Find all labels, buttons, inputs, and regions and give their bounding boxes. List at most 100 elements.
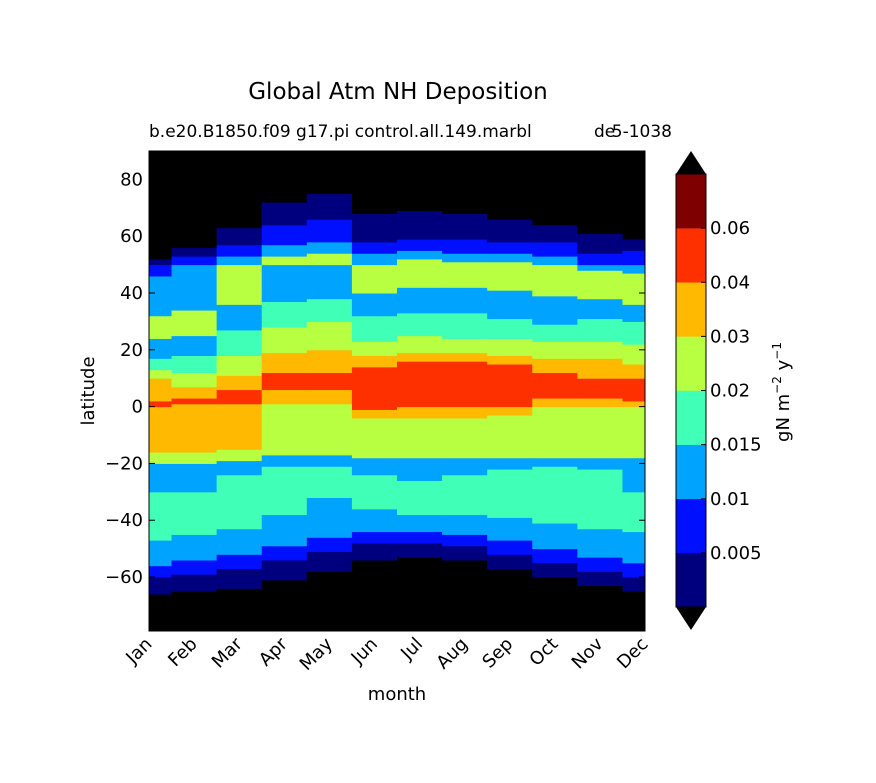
contour-band (532, 341, 578, 359)
y-tick-label: 0 (132, 397, 143, 418)
contour-band (577, 585, 623, 631)
contour-band (261, 579, 308, 631)
contour-band (216, 528, 263, 555)
contour-band (351, 315, 398, 342)
chart-subtitle-overlap: de (594, 122, 615, 142)
colorbar-segment (676, 282, 706, 337)
contour-band (442, 312, 488, 339)
contour-band (149, 565, 173, 578)
contour-band (622, 406, 645, 459)
contour-band (442, 213, 488, 240)
contour-band (171, 534, 218, 561)
colorbar-tick-label: 0.06 (710, 218, 750, 239)
contour-band (487, 540, 533, 555)
contour-band (622, 400, 645, 408)
contour-band (532, 577, 578, 631)
colorbar-segment (676, 498, 706, 554)
contour-band (261, 389, 308, 405)
colorbar-label-base: gN m (773, 394, 794, 442)
contour-band (577, 457, 623, 470)
contour-band (216, 474, 263, 530)
contour-band (306, 403, 353, 456)
contour-band (532, 358, 578, 374)
contour-band (216, 151, 263, 212)
contour-band (397, 210, 443, 240)
colorbar-label-mid: y (773, 359, 794, 376)
contour-band (442, 361, 488, 408)
contour-band (306, 571, 353, 631)
contour-band (351, 293, 398, 317)
contour-band (532, 562, 578, 578)
contour-band (306, 193, 353, 220)
contour-band (577, 406, 623, 459)
contour-band (487, 517, 533, 541)
colorbar-segment (676, 552, 706, 608)
contour-band (261, 454, 308, 467)
x-tick-label: Oct (525, 634, 562, 671)
y-axis: −60 −40 −20 0 20 40 60 80 (105, 169, 645, 588)
contour-band (622, 531, 645, 564)
contour-band (532, 406, 578, 459)
contour-band (216, 210, 263, 229)
plot-frame (148, 150, 646, 632)
contour-band (397, 176, 443, 212)
x-tick-label: Mar (208, 633, 247, 672)
contour-band (149, 224, 173, 237)
contour-band (532, 151, 578, 206)
contour-band (171, 264, 218, 311)
contour-band (171, 591, 218, 631)
contour-band (577, 264, 623, 271)
contour-band (577, 151, 623, 220)
contour-band (261, 264, 308, 303)
contour-band (487, 190, 533, 220)
contour-band (216, 568, 263, 589)
contour-band (351, 457, 398, 476)
x-tick-label: Dec (613, 634, 652, 673)
contour-band (397, 457, 443, 481)
contour-band (351, 253, 398, 266)
contour-band (397, 258, 443, 288)
contour-band (149, 264, 173, 277)
chart-subtitle-right: 5-1038 (612, 122, 672, 142)
contour-band (261, 545, 308, 561)
contour-band (351, 241, 398, 254)
contour-band (306, 551, 353, 572)
contour-band (171, 247, 218, 257)
contour-band (216, 449, 263, 462)
contour-band (351, 182, 398, 214)
contour-band (149, 369, 173, 379)
contour-band (149, 406, 173, 453)
contour-band (532, 466, 578, 524)
contour-band (577, 571, 623, 587)
contour-band (306, 466, 353, 499)
contour-band (442, 559, 488, 631)
contour-band (397, 417, 443, 459)
contour-band (622, 591, 645, 631)
contour-band (397, 361, 443, 408)
colorbar-tick-label: 0.04 (710, 272, 750, 293)
y-tick-label: 60 (120, 226, 143, 247)
contour-band (442, 514, 488, 535)
colorbar-segment (676, 228, 706, 283)
contour-band (487, 355, 533, 365)
contour-band (261, 372, 308, 391)
contour-band (577, 318, 623, 342)
contour-band (216, 227, 263, 246)
contour-band (171, 559, 218, 575)
colorbar-tick-label: 0.005 (710, 543, 762, 564)
contour-band (306, 321, 353, 351)
contour-band (216, 256, 263, 266)
y-axis-label: latitude (78, 356, 99, 425)
contour-band (622, 378, 645, 402)
contour-band (149, 378, 173, 402)
contour-band (306, 241, 353, 254)
colorbar-label: gN m−2 y−1 (770, 342, 794, 442)
contour-band (532, 398, 578, 408)
contour-band (442, 545, 488, 561)
colorbar-segment (676, 444, 706, 500)
y-tick-label: −40 (105, 510, 143, 531)
colorbar-label-exp2: −1 (770, 342, 784, 360)
contour-band (622, 344, 645, 365)
chart-subtitle-left: b.e20.B1850.f09 g17.pi control.all.149.m… (149, 122, 532, 142)
